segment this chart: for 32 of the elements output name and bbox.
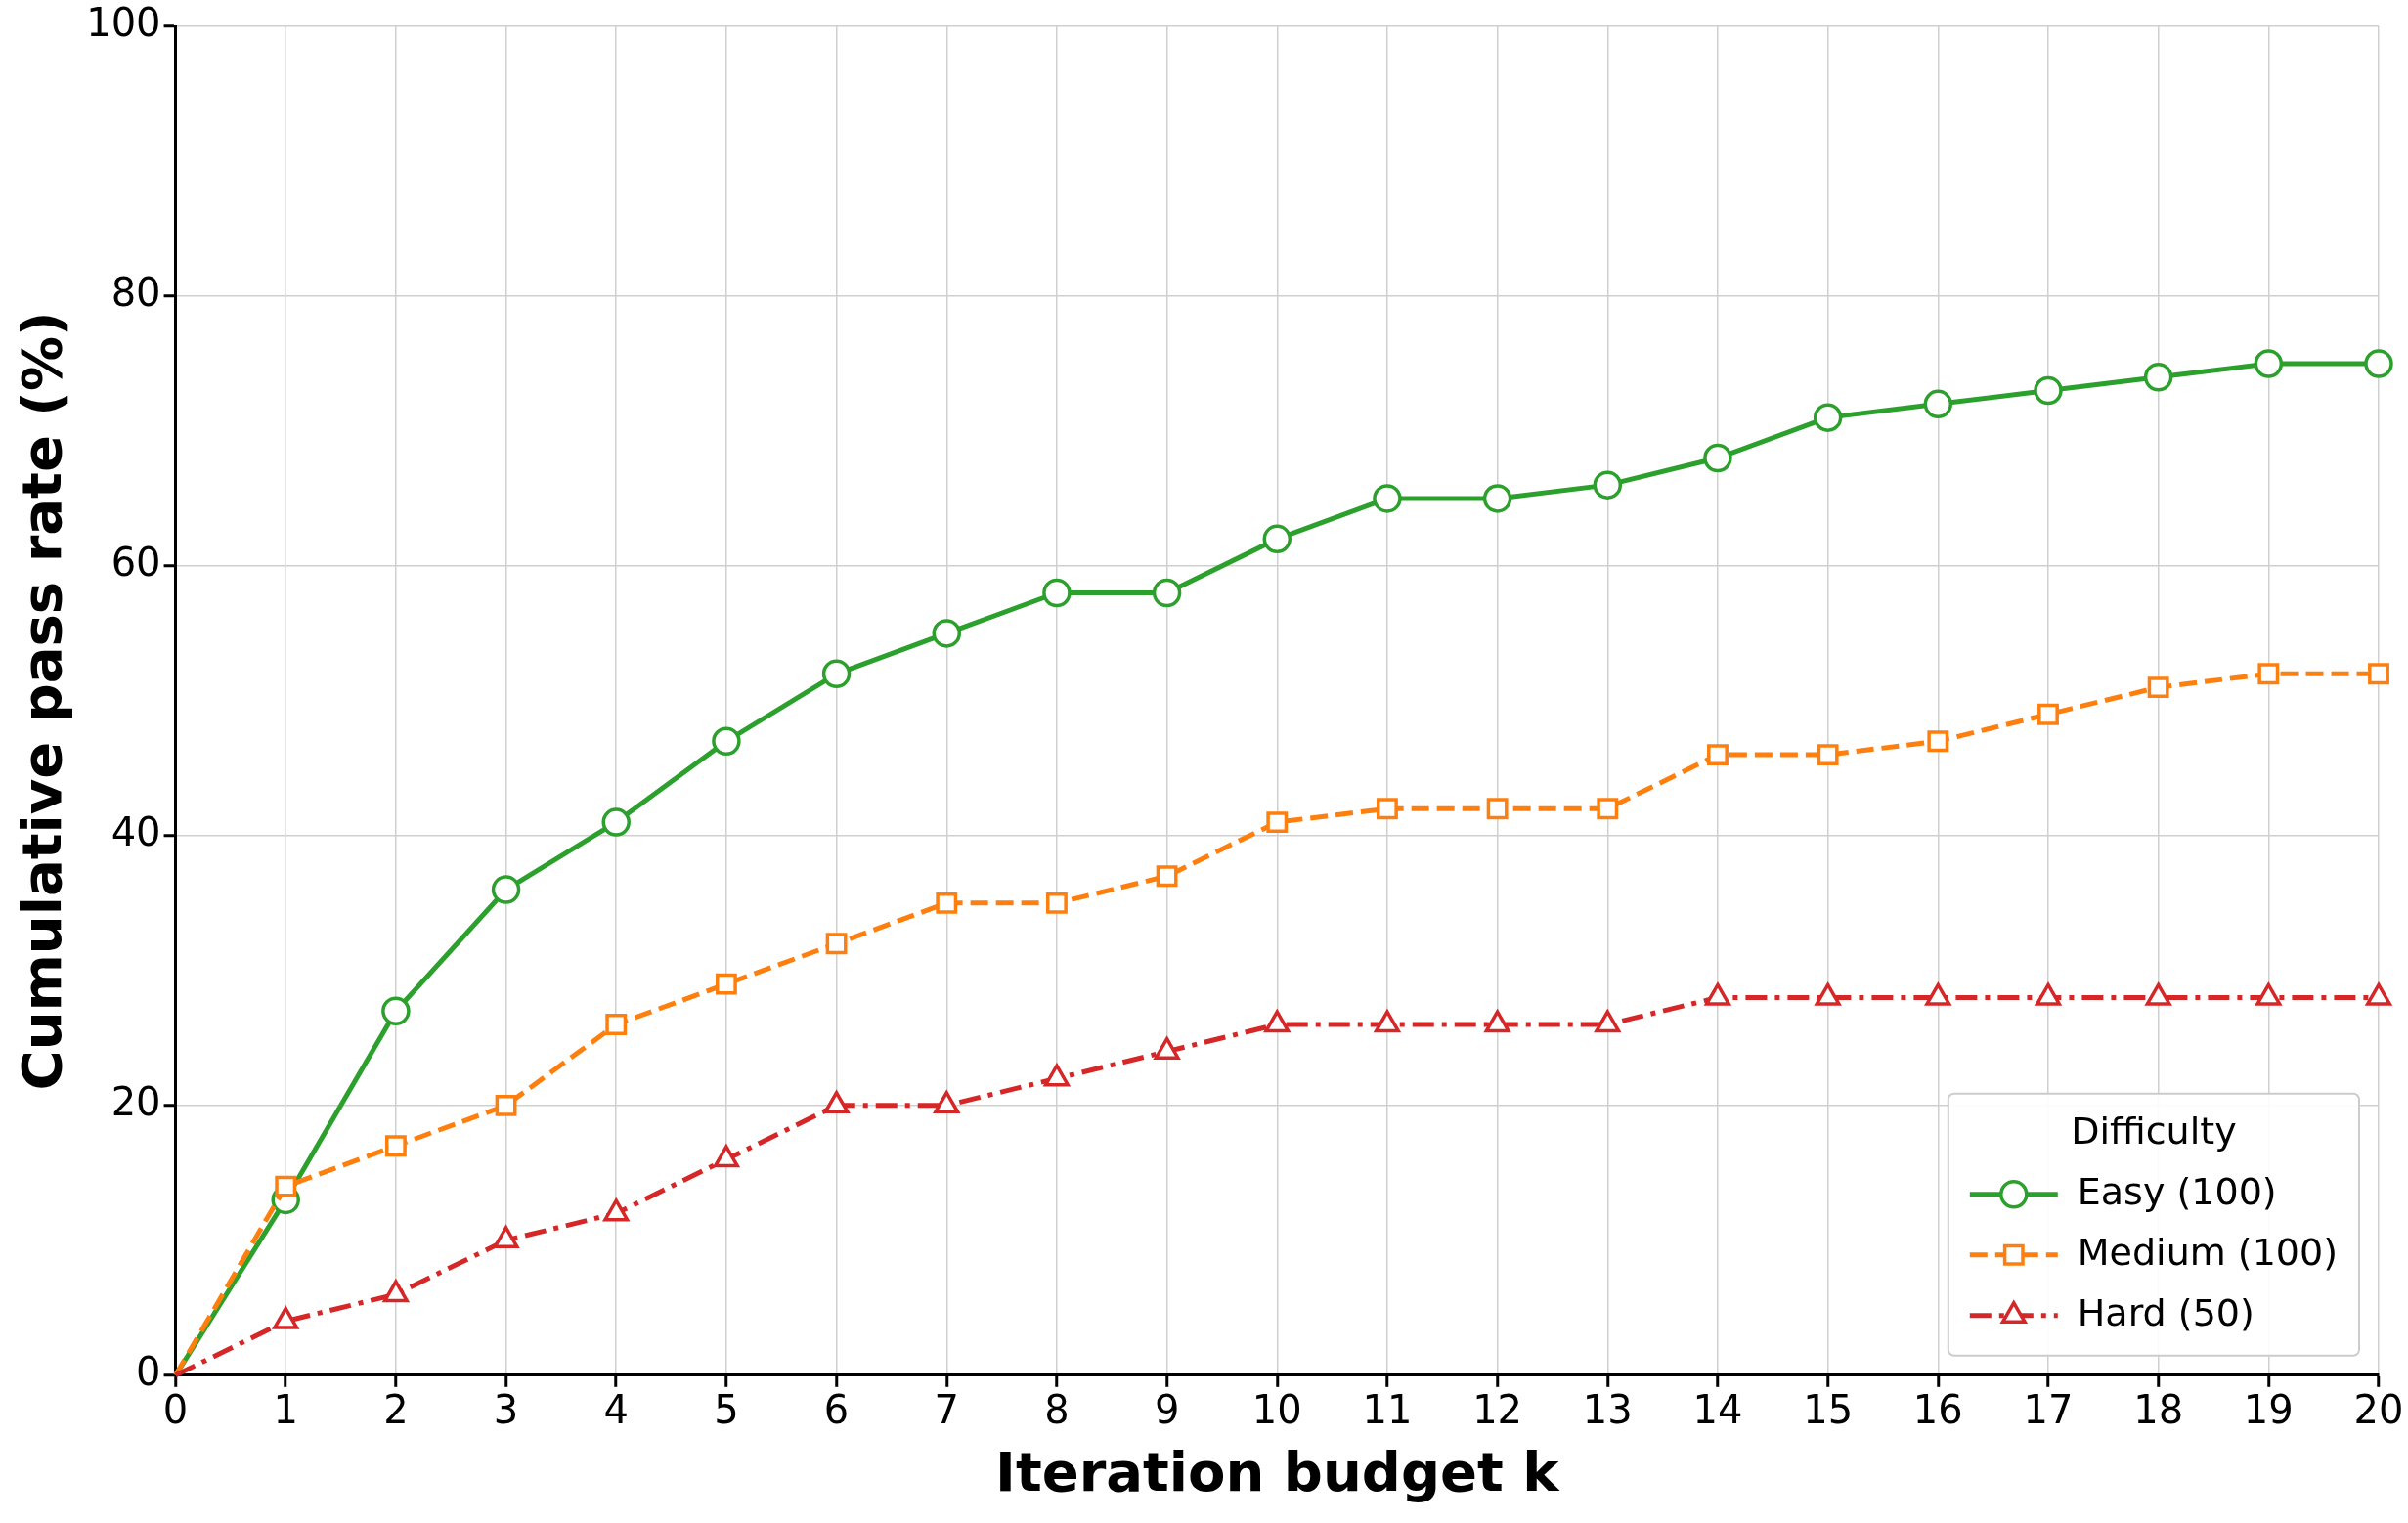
y-tick-label: 60 [110,540,161,586]
x-tick-label: 13 [1582,1387,1633,1433]
x-tick-label: 17 [2023,1387,2074,1433]
x-tick-label: 4 [603,1387,629,1433]
x-tick-label: 19 [2243,1387,2294,1433]
y-tick-label: 100 [86,0,161,46]
x-tick-label: 8 [1044,1387,1070,1433]
legend-label: Easy (100) [2077,1169,2277,1213]
legend-title: Difficulty [2071,1109,2237,1153]
x-tick-label: 1 [273,1387,298,1433]
x-tick-label: 16 [1912,1387,1963,1433]
x-axis-title: Iteration budget k [995,1439,1561,1503]
y-tick-label: 80 [110,270,161,316]
x-tick-label: 9 [1154,1387,1180,1433]
y-tick-label: 40 [110,809,161,855]
x-tick-label: 2 [383,1387,409,1433]
x-tick-label: 20 [2353,1387,2404,1433]
x-tick-label: 15 [1803,1387,1854,1433]
x-tick-label: 7 [934,1387,959,1433]
x-tick-label: 12 [1472,1387,1523,1433]
x-tick-label: 14 [1692,1387,1743,1433]
y-tick-label: 0 [136,1349,161,1395]
x-tick-label: 3 [493,1387,519,1433]
legend-label: Medium (100) [2077,1230,2339,1274]
y-axis-title: Cumulative pass rate (%) [10,311,74,1091]
legend-label: Hard (50) [2077,1290,2255,1334]
x-tick-label: 10 [1251,1387,1302,1433]
x-tick-label: 18 [2133,1387,2184,1433]
x-tick-label: 11 [1362,1387,1413,1433]
x-tick-label: 6 [823,1387,850,1433]
x-tick-label: 5 [714,1387,739,1433]
y-tick-label: 20 [110,1079,161,1125]
